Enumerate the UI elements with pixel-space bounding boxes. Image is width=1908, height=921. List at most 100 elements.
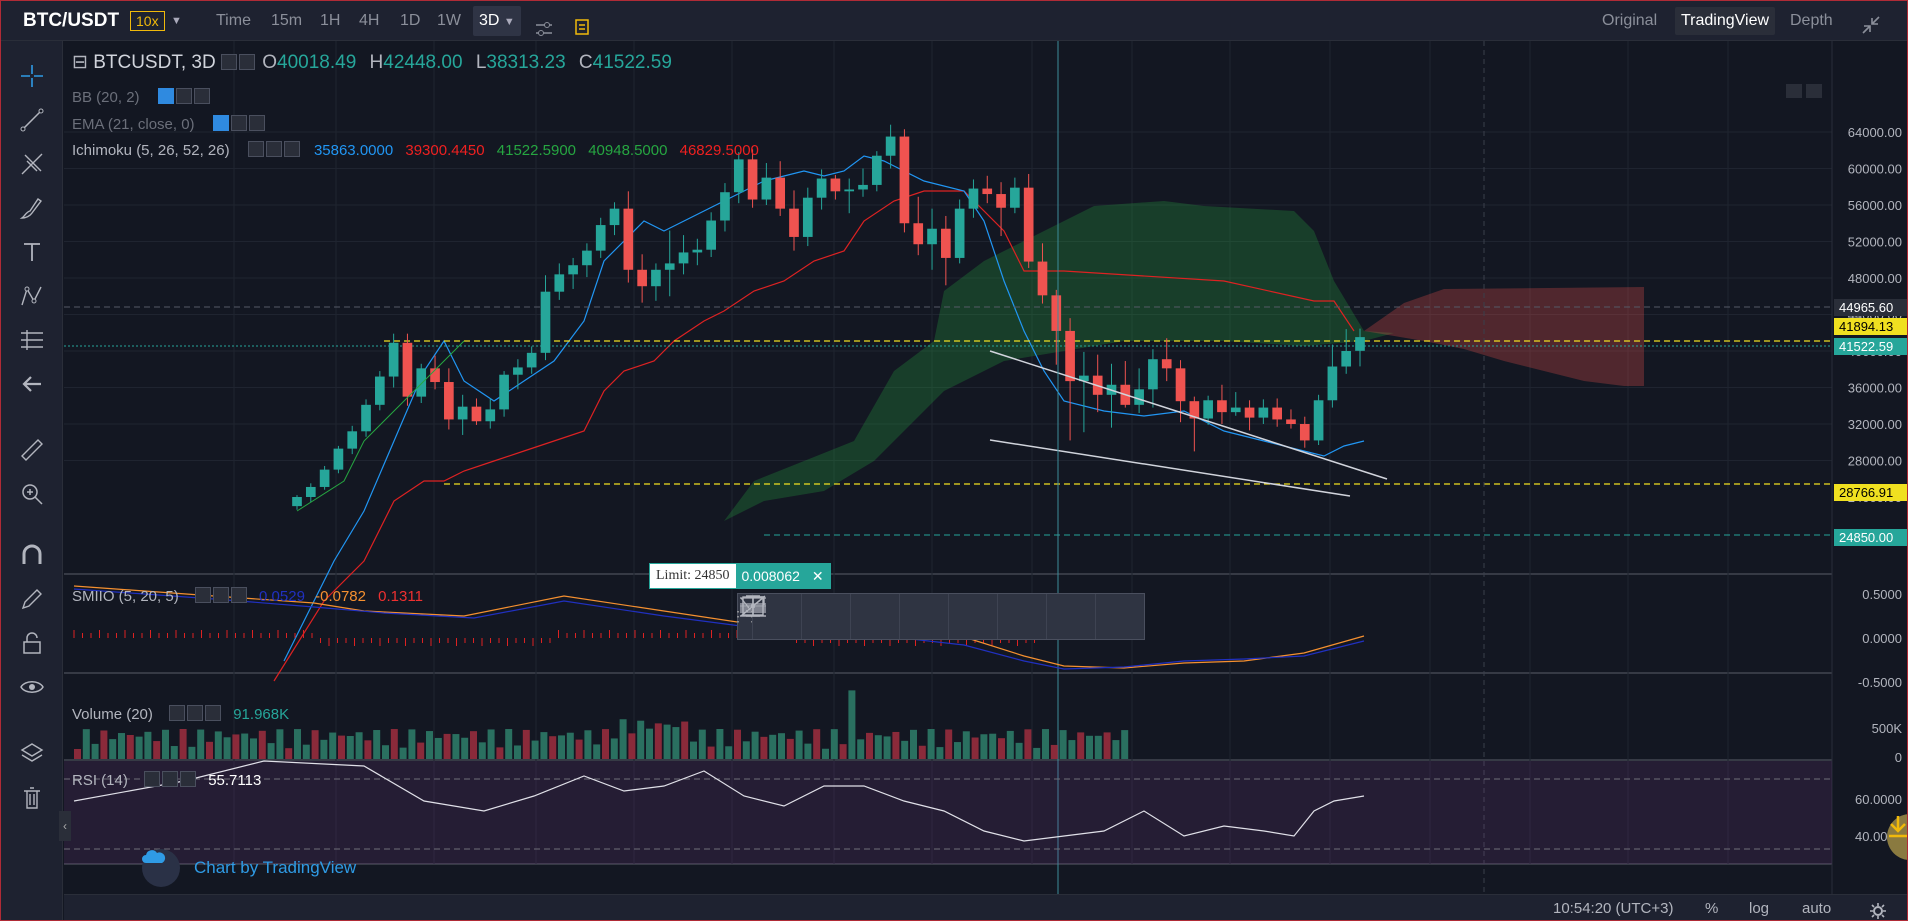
- crosshair-icon[interactable]: [12, 59, 52, 93]
- ruler-icon[interactable]: [12, 433, 52, 467]
- view-depth[interactable]: Depth: [1790, 12, 1833, 29]
- trash-icon[interactable]: [12, 781, 52, 815]
- indicators-icon[interactable]: [574, 12, 590, 35]
- volume-bar: [126, 735, 134, 759]
- low-value: 38313.23: [486, 52, 566, 73]
- settings-icon[interactable]: [187, 705, 204, 721]
- pitchfork-icon[interactable]: [12, 147, 52, 181]
- stay-drawing-icon[interactable]: [12, 582, 52, 616]
- eye-icon[interactable]: [212, 115, 229, 131]
- volume-bar: [478, 742, 486, 759]
- eye-icon[interactable]: [169, 705, 186, 721]
- candle-body: [1175, 368, 1186, 402]
- brush-icon[interactable]: [12, 191, 52, 225]
- interval-time[interactable]: Time: [216, 12, 251, 29]
- volume-bar: [250, 738, 257, 759]
- leverage-badge[interactable]: 10x: [130, 11, 165, 31]
- interval-4h[interactable]: 4H: [359, 12, 380, 29]
- smio-value-3: 0.1311: [378, 588, 423, 605]
- volume-bar: [179, 729, 187, 759]
- tradingview-credit[interactable]: Chart by TradingView: [142, 849, 356, 887]
- volume-bar: [883, 736, 891, 759]
- volume-bar: [487, 729, 495, 759]
- eye-icon[interactable]: [12, 670, 52, 704]
- volume-bar: [874, 735, 882, 759]
- eye-icon[interactable]: [247, 141, 264, 157]
- candle: [595, 217, 606, 258]
- price-range-icon[interactable]: [746, 594, 997, 639]
- collapse-fullscreen-icon[interactable]: [1861, 11, 1881, 34]
- view-tradingview[interactable]: TradingView: [1675, 7, 1776, 35]
- candle-body: [1299, 424, 1310, 441]
- candle-body: [913, 223, 924, 245]
- close-icon[interactable]: [283, 141, 300, 157]
- settings-icon[interactable]: [212, 587, 229, 603]
- close-icon[interactable]: [248, 115, 265, 131]
- settings-sliders-icon[interactable]: [535, 13, 553, 36]
- candle: [733, 152, 744, 204]
- candle: [802, 187, 813, 247]
- arrow-icon[interactable]: [740, 594, 1144, 639]
- candle: [388, 333, 399, 388]
- limit-order-label[interactable]: Limit: 24850 0.008062 ✕: [649, 563, 831, 589]
- settings-icon[interactable]: [230, 115, 247, 131]
- interval-active[interactable]: 3D ▼: [473, 6, 521, 36]
- percent-toggle[interactable]: %: [1705, 900, 1719, 917]
- trend-line-icon[interactable]: [740, 594, 899, 639]
- bottom-bar: 10:54:20 (UTC+3) % log auto: [64, 894, 1907, 920]
- vertical-line-icon[interactable]: [751, 594, 1095, 639]
- trend-line-icon[interactable]: [12, 103, 52, 137]
- interval-1d[interactable]: 1D: [400, 12, 421, 29]
- collapse-legend-icon[interactable]: ⊟: [72, 52, 88, 73]
- eye-icon[interactable]: [157, 88, 174, 104]
- price-chart-svg[interactable]: 64000.00 60000.00 56000.00 52000.00 48000.00…: [64, 41, 1908, 894]
- text-icon[interactable]: [12, 235, 52, 269]
- rsi-tick-label: 60.0000: [1855, 792, 1902, 807]
- eye-icon[interactable]: [194, 587, 211, 603]
- lock-icon[interactable]: [12, 626, 52, 660]
- volume-bar: [690, 741, 697, 759]
- volume-bar: [742, 741, 750, 759]
- log-toggle[interactable]: log: [1749, 900, 1770, 917]
- interval-1h[interactable]: 1H: [320, 12, 341, 29]
- gear-icon[interactable]: [1870, 901, 1886, 919]
- back-arrow-icon[interactable]: [12, 367, 52, 401]
- price-label-bg: [1834, 338, 1907, 355]
- close-icon[interactable]: [193, 88, 210, 104]
- rsi-legend: RSI (14) 55.7113: [72, 771, 261, 789]
- volume-bar: [822, 748, 829, 759]
- symbol-name[interactable]: BTC/USDT: [23, 10, 120, 31]
- download-icon[interactable]: [1887, 814, 1907, 860]
- close-icon[interactable]: [238, 54, 255, 70]
- horizontal-line-icon[interactable]: [740, 594, 948, 639]
- prediction-icon[interactable]: [12, 323, 52, 357]
- close-icon[interactable]: [205, 705, 222, 721]
- rectangle-icon[interactable]: [742, 594, 1046, 639]
- fib-extension-icon[interactable]: [740, 594, 850, 639]
- pattern-icon[interactable]: [12, 279, 52, 313]
- auto-toggle[interactable]: auto: [1802, 900, 1832, 917]
- close-icon[interactable]: [180, 771, 197, 787]
- cancel-order-icon[interactable]: ✕: [805, 564, 830, 588]
- interval-1w[interactable]: 1W: [437, 12, 461, 29]
- eye-icon[interactable]: [144, 771, 161, 787]
- zoom-in-icon[interactable]: [12, 477, 52, 511]
- close-icon[interactable]: [230, 587, 247, 603]
- magnet-icon[interactable]: [12, 538, 52, 572]
- settings-icon[interactable]: [265, 141, 282, 157]
- price-label-bg: [1834, 318, 1907, 335]
- settings-icon[interactable]: [220, 54, 237, 70]
- chart-area[interactable]: 64000.00 60000.00 56000.00 52000.00 48000.00…: [64, 41, 1908, 920]
- interval-15m[interactable]: 15m: [271, 12, 303, 29]
- volume-bar: [320, 739, 328, 759]
- view-original[interactable]: Original: [1602, 12, 1658, 29]
- interval-active-label: 3D: [479, 12, 500, 29]
- collapse-sidebar-icon[interactable]: ‹: [59, 811, 71, 841]
- rsi-label: RSI (14): [72, 772, 128, 789]
- layers-icon[interactable]: [12, 737, 52, 771]
- candle-body: [609, 208, 620, 226]
- settings-icon[interactable]: [175, 88, 192, 104]
- symbol-dropdown-icon[interactable]: ▼: [171, 15, 182, 27]
- candle: [885, 124, 896, 169]
- settings-icon[interactable]: [162, 771, 179, 787]
